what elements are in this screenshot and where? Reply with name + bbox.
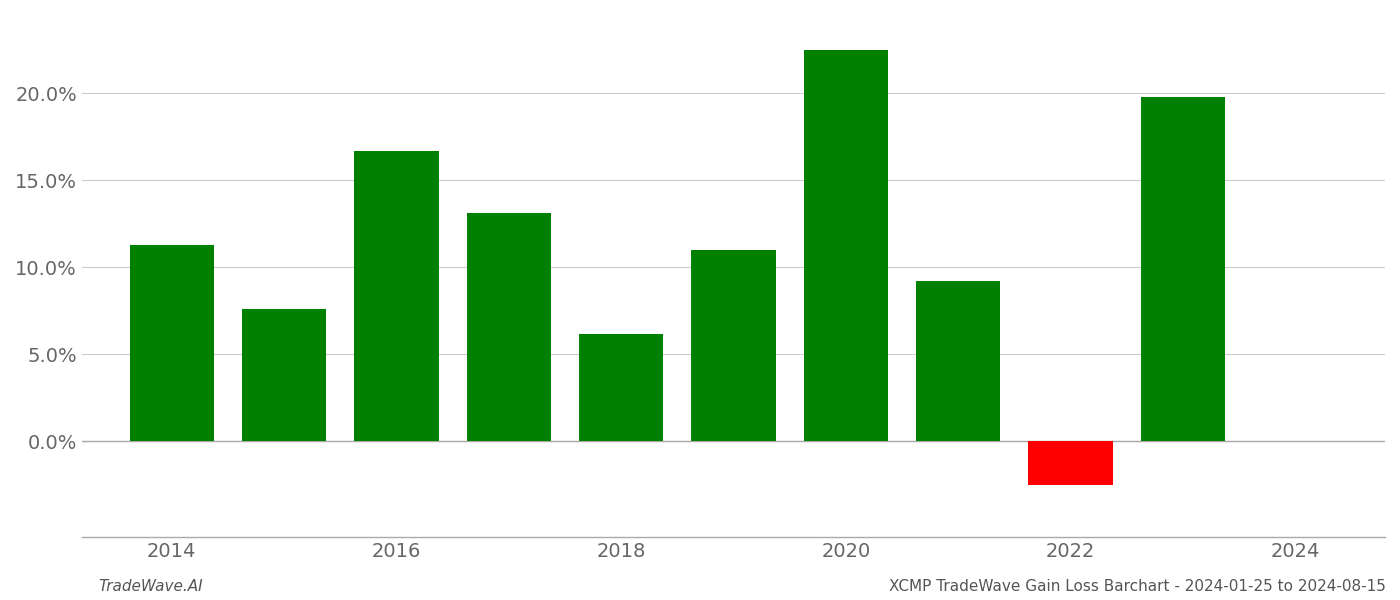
Bar [580,334,664,442]
Bar [354,151,438,442]
Bar [130,245,214,442]
Text: TradeWave.AI: TradeWave.AI [98,579,203,594]
Bar [692,250,776,442]
Bar [804,50,888,442]
Bar [1029,442,1113,485]
Bar [242,309,326,442]
Text: XCMP TradeWave Gain Loss Barchart - 2024-01-25 to 2024-08-15: XCMP TradeWave Gain Loss Barchart - 2024… [889,579,1386,594]
Bar [466,214,550,442]
Bar [1141,97,1225,442]
Bar [916,281,1000,442]
